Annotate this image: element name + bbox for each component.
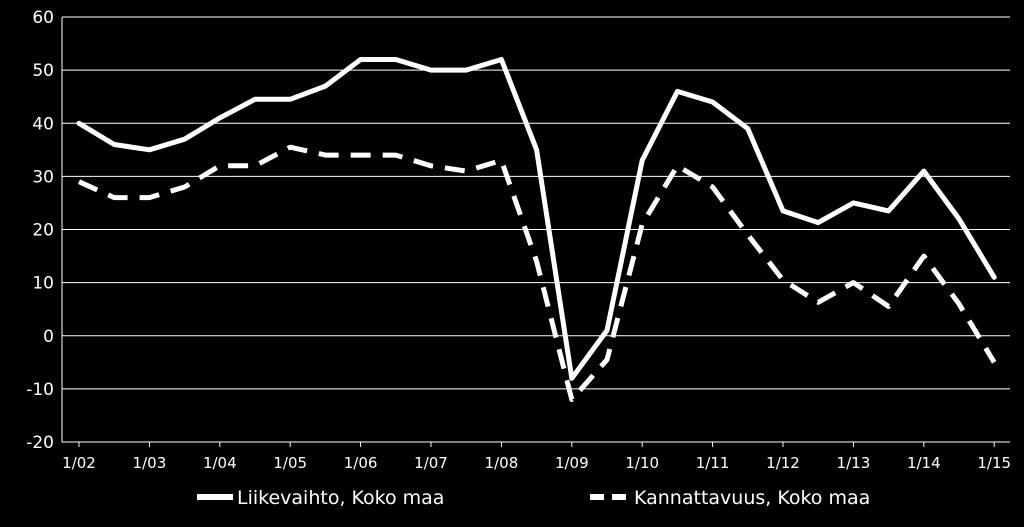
legend: Liikevaihto, Koko maa Kannattavuus, Koko … [197, 487, 870, 509]
x-tick-label: 1/13 [837, 454, 871, 472]
x-tick-label: 1/08 [485, 454, 519, 472]
y-tick-label: 10 [32, 274, 54, 294]
y-tick-label: 30 [32, 167, 54, 187]
x-tick-label: 1/07 [414, 454, 448, 472]
y-tick-label: 0 [43, 327, 54, 347]
x-tick-label: 1/04 [203, 454, 237, 472]
y-tick-label: 20 [32, 221, 54, 241]
x-tick-label: 1/12 [766, 454, 800, 472]
grid [62, 17, 1010, 442]
series-line-2 [79, 147, 994, 399]
legend-label-1: Liikevaihto, Koko maa [237, 487, 444, 509]
x-tick-label: 1/10 [625, 454, 659, 472]
y-tick-label: 40 [32, 114, 54, 134]
y-tick-label: 50 [32, 61, 54, 81]
x-tick-label: 1/09 [555, 454, 589, 472]
y-tick-label: 60 [32, 8, 54, 28]
x-tick-label: 1/15 [977, 454, 1011, 472]
x-tick-label: 1/02 [62, 454, 96, 472]
x-tick-label: 1/11 [696, 454, 730, 472]
x-tick-label: 1/14 [907, 454, 941, 472]
x-tick-label: 1/03 [133, 454, 167, 472]
legend-label-2: Kannattavuus, Koko maa [634, 487, 870, 509]
series-line-1 [79, 60, 994, 379]
y-tick-label: -10 [26, 380, 54, 400]
x-tick-label: 1/05 [273, 454, 307, 472]
x-tick-label: 1/06 [344, 454, 378, 472]
y-tick-label: -20 [26, 433, 54, 453]
axes: -20 -10 0 10 20 30 40 50 60 1/02 1/03 1/04 1/05 1/06 1… [26, 8, 1011, 472]
